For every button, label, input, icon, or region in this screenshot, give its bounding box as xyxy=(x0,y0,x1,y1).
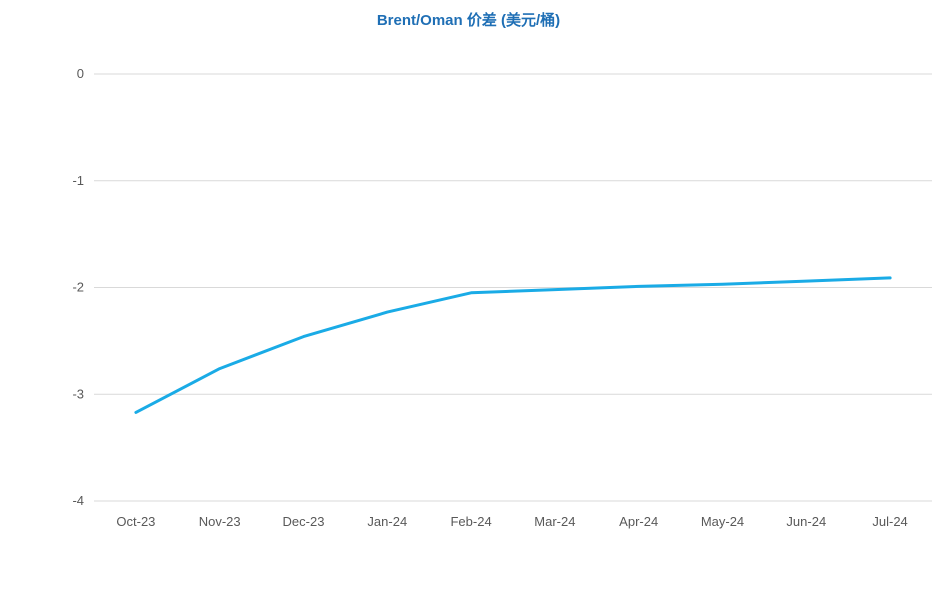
y-tick-label: 0 xyxy=(77,66,84,81)
series-line-0 xyxy=(134,276,892,414)
x-tick-label: Feb-24 xyxy=(450,514,491,529)
x-tick-label: Apr-24 xyxy=(619,514,658,529)
gridlines xyxy=(94,73,932,502)
y-tick-label: -3 xyxy=(72,386,84,401)
x-tick-label: Jun-24 xyxy=(786,514,826,529)
y-tick-label: -2 xyxy=(72,280,84,295)
y-tick-label: -1 xyxy=(72,173,84,188)
y-tick-label: -4 xyxy=(72,493,84,508)
chart-title: Brent/Oman 价差 (美元/桶) xyxy=(376,12,561,29)
y-axis-tick-labels: 0 -1 -2 -3 -4 xyxy=(72,66,84,508)
x-axis-tick-labels: Oct-23 Nov-23 Dec-23 Jan-24 Feb-24 Mar-24 Apr-… xyxy=(116,514,907,529)
x-tick-label: Jul-24 xyxy=(872,514,907,529)
series-group xyxy=(134,276,892,414)
x-tick-label: Mar-24 xyxy=(534,514,575,529)
x-tick-label: Jan-24 xyxy=(367,514,407,529)
x-tick-label: Oct-23 xyxy=(116,514,155,529)
x-tick-label: May-24 xyxy=(701,514,744,529)
x-tick-label: Nov-23 xyxy=(199,514,241,529)
x-tick-label: Dec-23 xyxy=(283,514,325,529)
